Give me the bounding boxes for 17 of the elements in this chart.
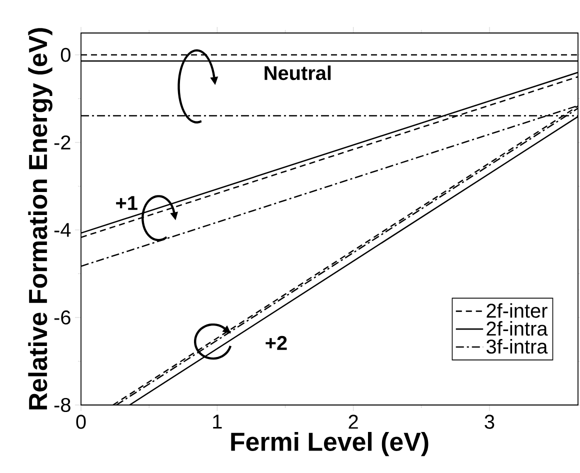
x-axis-title: Fermi Level (eV) xyxy=(231,432,428,456)
legend-label: 3f-intra xyxy=(486,339,548,354)
y-tick-label: -4 xyxy=(54,223,71,237)
x-tick-label: 0 xyxy=(76,414,86,429)
x-tick-label: 3 xyxy=(484,414,494,429)
y-axis-title: Relative Formation Energy (eV) xyxy=(28,28,52,410)
annotation: +2 xyxy=(266,336,287,350)
y-tick-label: 0 xyxy=(60,48,70,62)
annotation: +1 xyxy=(116,196,138,210)
x-tick-label: 1 xyxy=(213,414,222,428)
y-tick-label: -8 xyxy=(54,398,70,412)
y-tick-label: -6 xyxy=(54,310,70,325)
x-tick-label: 2 xyxy=(348,414,358,429)
y-tick-label: -2 xyxy=(54,135,70,150)
legend-label: 2f-intra xyxy=(486,321,548,336)
legend-label: 2f-inter xyxy=(486,303,548,318)
annotation: Neutral xyxy=(264,65,331,80)
